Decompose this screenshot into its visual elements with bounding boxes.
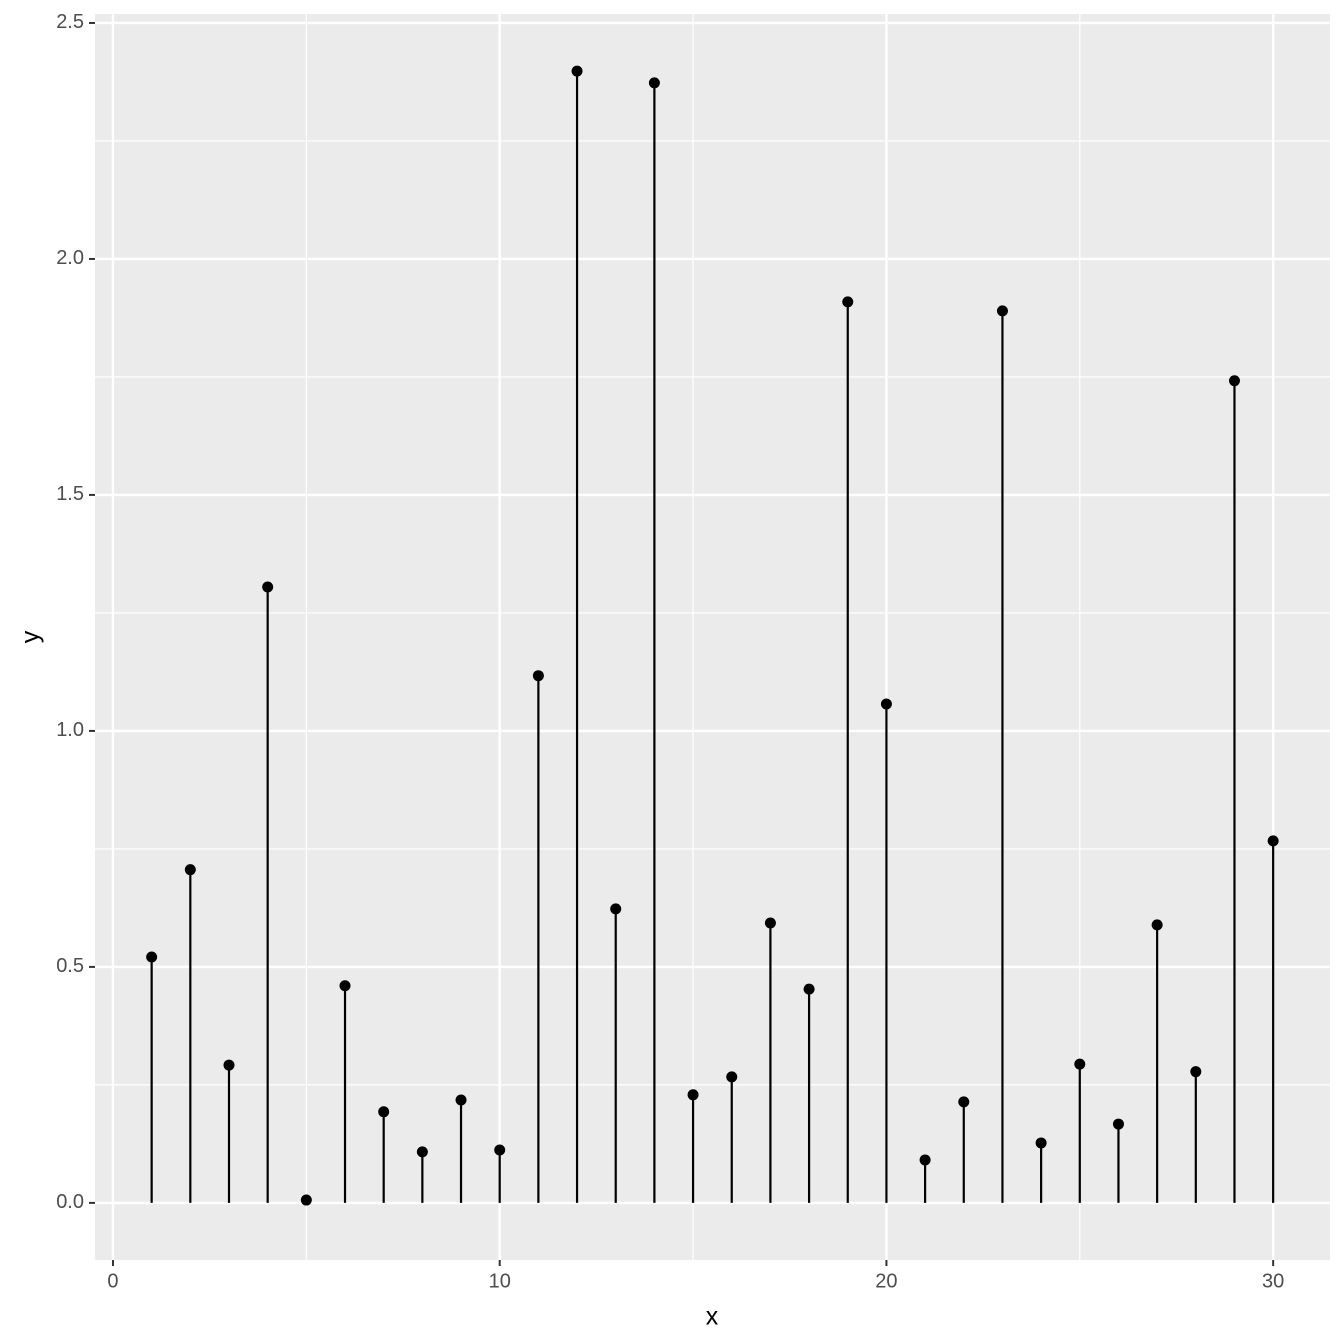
- point: [262, 581, 274, 593]
- point: [1074, 1058, 1086, 1070]
- point: [1112, 1118, 1124, 1130]
- point: [300, 1194, 312, 1206]
- point: [455, 1094, 467, 1106]
- point: [339, 980, 351, 992]
- point: [726, 1071, 738, 1083]
- point: [571, 65, 583, 77]
- point: [416, 1146, 428, 1158]
- point: [610, 903, 622, 915]
- x-axis-title: x: [706, 1303, 719, 1331]
- y-tick-label: 2.0: [56, 247, 84, 269]
- point: [687, 1089, 699, 1101]
- y-tick-label: 0.5: [56, 955, 84, 977]
- point: [1267, 835, 1279, 847]
- x-tick-label: 30: [1262, 1270, 1284, 1292]
- point: [1228, 375, 1240, 387]
- point: [223, 1059, 235, 1071]
- point: [803, 983, 815, 995]
- point: [919, 1154, 931, 1166]
- point: [996, 305, 1008, 317]
- point: [1190, 1066, 1202, 1078]
- point: [764, 917, 776, 929]
- point: [146, 951, 158, 963]
- x-tick-label: 10: [489, 1270, 511, 1292]
- x-tick-label: 20: [875, 1270, 897, 1292]
- y-tick-label: 2.5: [56, 11, 84, 33]
- point: [378, 1106, 390, 1118]
- point: [494, 1144, 506, 1156]
- point: [842, 296, 854, 308]
- y-tick-label: 0.0: [56, 1191, 84, 1213]
- point: [1035, 1137, 1047, 1149]
- point: [1151, 919, 1163, 931]
- x-tick-label: 0: [107, 1270, 118, 1292]
- y-tick-label: 1.5: [56, 483, 84, 505]
- point: [958, 1096, 970, 1108]
- y-tick-label: 1.0: [56, 719, 84, 741]
- panel: [95, 14, 1330, 1260]
- point: [532, 670, 544, 682]
- point: [184, 864, 196, 876]
- point: [648, 77, 660, 89]
- y-axis-title: y: [17, 630, 45, 643]
- point: [880, 698, 892, 710]
